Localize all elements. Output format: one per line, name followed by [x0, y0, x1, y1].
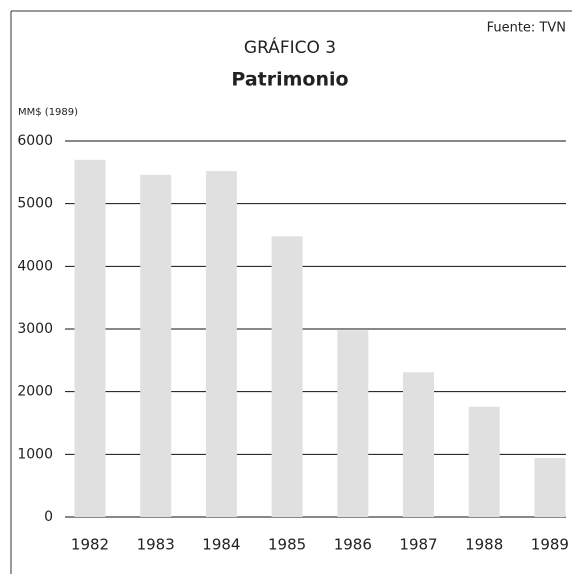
y-tick-label: 0: [44, 509, 53, 525]
x-tick-label: 1984: [202, 536, 240, 554]
bar: [468, 406, 500, 517]
source: Fuente: TVN: [487, 21, 566, 36]
bar: [403, 372, 434, 517]
bar: [205, 171, 237, 517]
bar: [534, 458, 566, 517]
bar: [74, 159, 106, 518]
y-tick-label: 4000: [17, 258, 53, 274]
x-tick-label: 1987: [399, 536, 437, 554]
bar: [337, 330, 369, 517]
y-tick-label: 1000: [17, 446, 53, 462]
x-tick-label: 1986: [334, 536, 372, 554]
y-tick-label: 2000: [17, 384, 53, 400]
x-tick-label: 1988: [465, 536, 503, 554]
y-tick-label: 6000: [17, 133, 53, 149]
bar: [140, 174, 172, 517]
bar: [271, 236, 303, 517]
x-tick-label: 1985: [268, 536, 306, 554]
y-tick-label: 5000: [17, 196, 53, 212]
y-tick-label: 3000: [17, 321, 53, 337]
chart-title: GRÁFICO 3: [244, 36, 336, 58]
chart-subtitle: Patrimonio: [231, 69, 348, 91]
x-tick-label: 1983: [137, 536, 175, 554]
y-axis-label: MM$ (1989): [18, 107, 78, 118]
x-tick-label: 1989: [531, 536, 569, 554]
x-tick-label: 1982: [71, 536, 109, 554]
